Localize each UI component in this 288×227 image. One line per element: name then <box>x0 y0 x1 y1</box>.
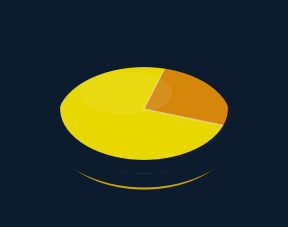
Ellipse shape <box>80 73 171 113</box>
Polygon shape <box>53 51 230 167</box>
Polygon shape <box>230 109 235 150</box>
Polygon shape <box>53 109 230 190</box>
Polygon shape <box>144 54 235 127</box>
